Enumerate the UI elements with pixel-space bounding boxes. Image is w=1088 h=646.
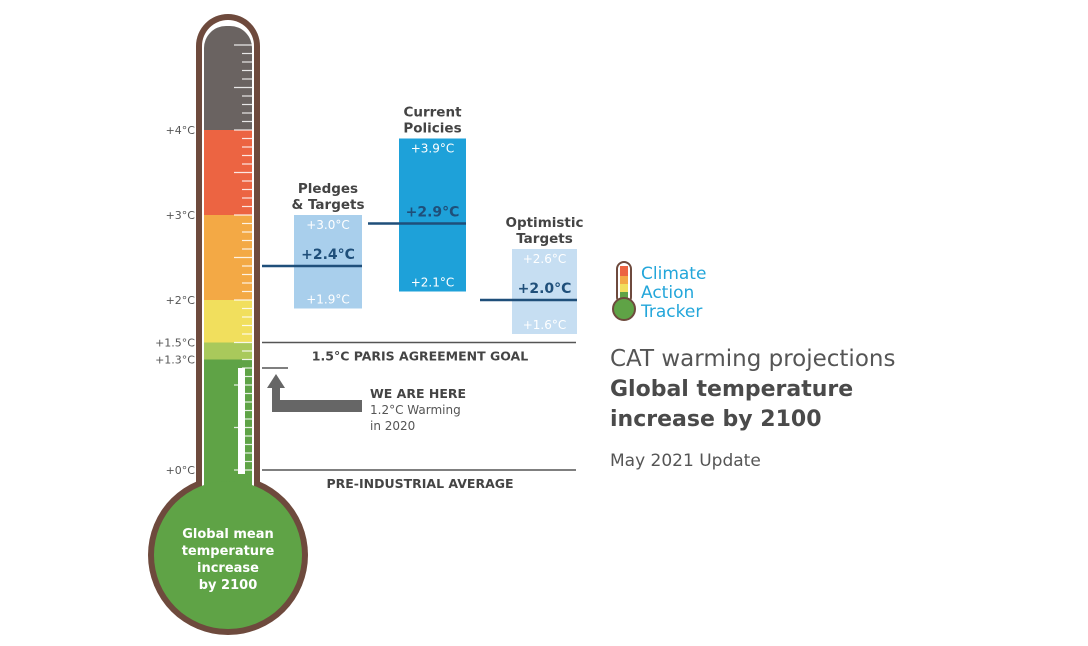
column-current-policies-mid-label: +2.9°C (406, 205, 460, 221)
current-warming-marker: WE ARE HERE 1.2°C Warming in 2020 (262, 367, 466, 433)
column-pledges-targets-range (294, 215, 362, 309)
bulb-label-line-4: by 2100 (199, 578, 258, 593)
current-warming-label: WE ARE HERE (370, 386, 466, 401)
column-pledges-targets-mid-label: +2.4°C (301, 247, 355, 263)
brand-line-3: Tracker (640, 302, 702, 322)
brand-line-1: Climate (641, 264, 706, 284)
column-current-policies-title-line-2: Policies (403, 121, 461, 137)
y-axis-labels: +0°C +1.3°C +1.5°C +2°C +3°C +4°C (155, 124, 195, 477)
column-pledges-targets-title-line-1: Pledges (298, 181, 358, 197)
thermometer-bulb (154, 481, 302, 629)
column-pledges-targets-low-label: +1.9°C (306, 293, 350, 307)
bulb-label-line-1: Global mean (182, 527, 274, 542)
brand-logo: Climate Action Tracker (612, 261, 706, 322)
current-warming-arrow (267, 374, 362, 412)
current-warming-detail-line-1: 1.2°C Warming (370, 403, 461, 417)
mercury-column (238, 368, 245, 474)
brand-line-2: Action (641, 283, 694, 303)
reference-lines: 1.5°C PARIS AGREEMENT GOAL PRE-INDUSTRIAL… (262, 341, 576, 491)
y-tick-label-2-c: +2°C (166, 294, 196, 307)
y-tick-label-3-c: +3°C (166, 209, 196, 222)
side-subtitle-line-2: increase by 2100 (610, 407, 822, 432)
y-tick-label-4-c: +4°C (166, 124, 196, 137)
bulb-label-line-3: increase (197, 561, 259, 576)
reference-label-1: PRE-INDUSTRIAL AVERAGE (326, 476, 513, 491)
column-optimistic-targets-title-line-2: Targets (516, 231, 573, 247)
column-current-policies-low-label: +2.1°C (411, 276, 455, 290)
side-text: CAT warming projections Global temperatu… (610, 346, 895, 471)
column-optimistic-targets-range (512, 249, 577, 334)
column-current-policies-title-line-1: Current (403, 105, 462, 121)
y-tick-label-1-3-c: +1.3°C (155, 354, 195, 367)
band-1 (204, 342, 252, 360)
logo-bulb (612, 297, 636, 321)
column-current-policies-high-label: +3.9°C (411, 142, 455, 156)
thermometer-bands (204, 26, 252, 500)
side-title: CAT warming projections (610, 346, 895, 372)
column-optimistic-targets-title-line-1: Optimistic (505, 215, 583, 231)
logo-stem-orange (620, 276, 628, 284)
column-optimistic-targets-mid-label: +2.0°C (518, 281, 572, 297)
band-2 (204, 300, 252, 343)
logo-stem-yellow (620, 284, 628, 292)
column-pledges-targets: +3.0°C +1.9°C +2.4°C Pledges& Targets (262, 181, 365, 309)
column-optimistic-targets-high-label: +2.6°C (523, 252, 567, 266)
logo-stem-red (620, 266, 628, 276)
band-5-fill (204, 48, 252, 130)
y-tick-label-1-5-c: +1.5°C (155, 337, 195, 350)
thermometer: Global mean temperature increase by 2100 (148, 14, 308, 635)
column-pledges-targets-title-line-2: & Targets (291, 197, 364, 213)
side-update: May 2021 Update (610, 451, 761, 471)
bulb-label-line-2: temperature (182, 544, 275, 559)
column-optimistic-targets-low-label: +1.6°C (523, 318, 567, 332)
side-subtitle-line-1: Global temperature (610, 377, 853, 402)
current-warming-detail-line-2: in 2020 (370, 419, 415, 433)
y-tick-label-0-c: +0°C (166, 464, 196, 477)
column-pledges-targets-high-label: +3.0°C (306, 218, 350, 232)
column-current-policies-range (399, 138, 466, 292)
reference-label-0: 1.5°C PARIS AGREEMENT GOAL (312, 349, 528, 364)
